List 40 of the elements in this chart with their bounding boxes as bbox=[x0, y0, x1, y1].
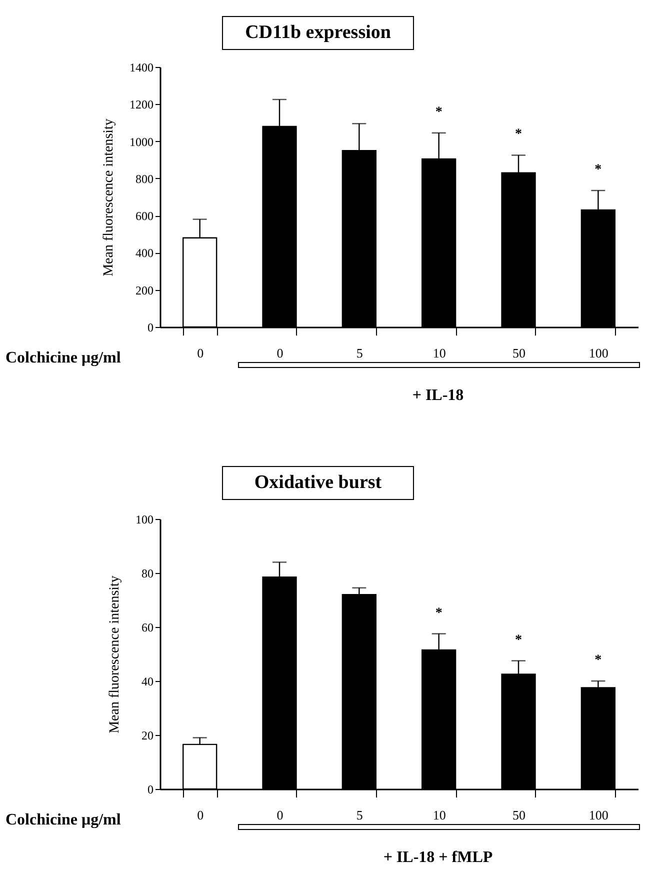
x-tick-label: 50 bbox=[512, 346, 526, 360]
text: + IL-18 + fMLP bbox=[382, 849, 494, 867]
text: + IL-18 bbox=[411, 387, 465, 405]
x-axis-title: Colchicine μg/ml bbox=[6, 350, 122, 366]
y-axis-title: Mean fluorescence intensity bbox=[102, 118, 116, 276]
y-tick-label: 400 bbox=[136, 246, 154, 260]
x-tick-label: 0 bbox=[197, 346, 204, 360]
y-tick-label: 100 bbox=[136, 512, 154, 526]
y-tick-label: 800 bbox=[136, 172, 154, 186]
y-axis-title: Mean fluorescence intensity bbox=[108, 576, 122, 734]
chart-title: CD11b expression bbox=[222, 16, 414, 50]
x-tick-label: 100 bbox=[588, 346, 608, 360]
y-tick-label: 200 bbox=[136, 283, 154, 298]
y-tick-label: 20 bbox=[142, 728, 154, 742]
x-tick-label: 50 bbox=[512, 808, 526, 822]
annotation: * bbox=[435, 606, 442, 621]
x-axis-title: Colchicine μg/ml bbox=[6, 812, 122, 828]
y-tick-label: 1000 bbox=[130, 134, 154, 149]
annotation: * bbox=[435, 104, 442, 120]
y-tick-label: 80 bbox=[142, 566, 154, 580]
y-tick-label: 0 bbox=[148, 320, 154, 334]
x-tick-label: 100 bbox=[588, 808, 608, 822]
y-tick-label: 0 bbox=[148, 782, 154, 796]
x-tick-label: 0 bbox=[276, 346, 284, 360]
y-tick-label: 1200 bbox=[130, 98, 154, 112]
chart-title: Oxidative burst bbox=[222, 466, 414, 500]
x-tick-label: 5 bbox=[356, 346, 363, 360]
annotation: * bbox=[594, 653, 602, 668]
x-tick-label: 0 bbox=[197, 808, 204, 822]
x-tick-label: 10 bbox=[432, 808, 446, 822]
annotation: * bbox=[515, 632, 522, 648]
x-tick-label: 5 bbox=[356, 808, 363, 822]
x-tick-label: 10 bbox=[432, 346, 446, 360]
annotation: * bbox=[594, 162, 602, 178]
annotation: * bbox=[515, 127, 522, 142]
y-tick-label: 600 bbox=[136, 209, 154, 224]
y-tick-label: 60 bbox=[142, 620, 154, 634]
x-tick-label: 0 bbox=[276, 808, 284, 822]
y-tick-label: 40 bbox=[142, 674, 154, 688]
y-tick-label: 1400 bbox=[130, 60, 154, 74]
